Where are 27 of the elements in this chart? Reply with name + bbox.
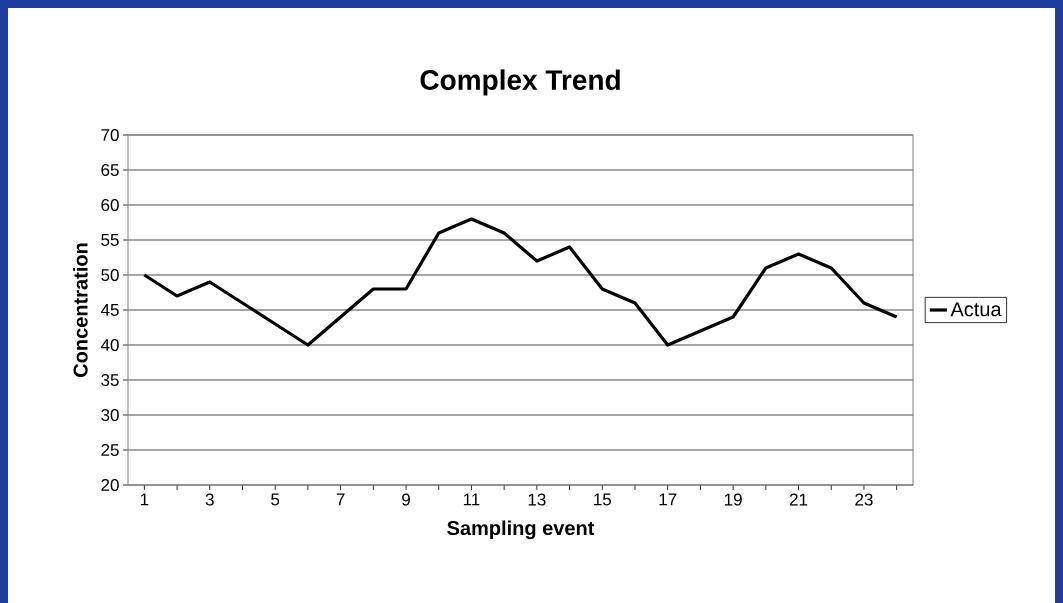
x-tick-label: 19 [724, 493, 742, 506]
x-tick-label: 3 [205, 493, 214, 506]
y-tick-label: 70 [101, 128, 119, 142]
chart-title: Complex Trend [420, 69, 620, 96]
x-tick-label: 11 [463, 493, 480, 506]
x-tick-label: 23 [855, 493, 873, 506]
y-tick-label: 60 [101, 198, 119, 212]
x-tick-label: 7 [336, 493, 345, 506]
x-tick-label: 21 [789, 493, 808, 506]
y-tick-label: 20 [101, 478, 119, 492]
y-tick-label: 25 [101, 443, 119, 457]
x-tick-label: 17 [659, 493, 677, 506]
y-tick-label: 40 [100, 338, 119, 352]
x-tick-label: 1 [140, 493, 149, 506]
x-axis-title: Sampling event [447, 520, 595, 540]
x-tick-label: 13 [528, 493, 546, 506]
y-tick-label: 65 [101, 163, 119, 177]
y-tick-label: 30 [101, 408, 119, 422]
y-tick-label: 50 [101, 268, 119, 282]
x-tick-label: 5 [271, 493, 280, 506]
y-axis-title: Concentration [73, 243, 88, 377]
y-tick-label: 45 [100, 304, 119, 316]
x-tick-label: 15 [594, 493, 612, 506]
y-tick-label: 55 [101, 234, 119, 246]
x-tick-label: 9 [402, 493, 410, 506]
y-tick-label: 35 [101, 373, 119, 387]
legend-label: Actua [950, 302, 1002, 317]
